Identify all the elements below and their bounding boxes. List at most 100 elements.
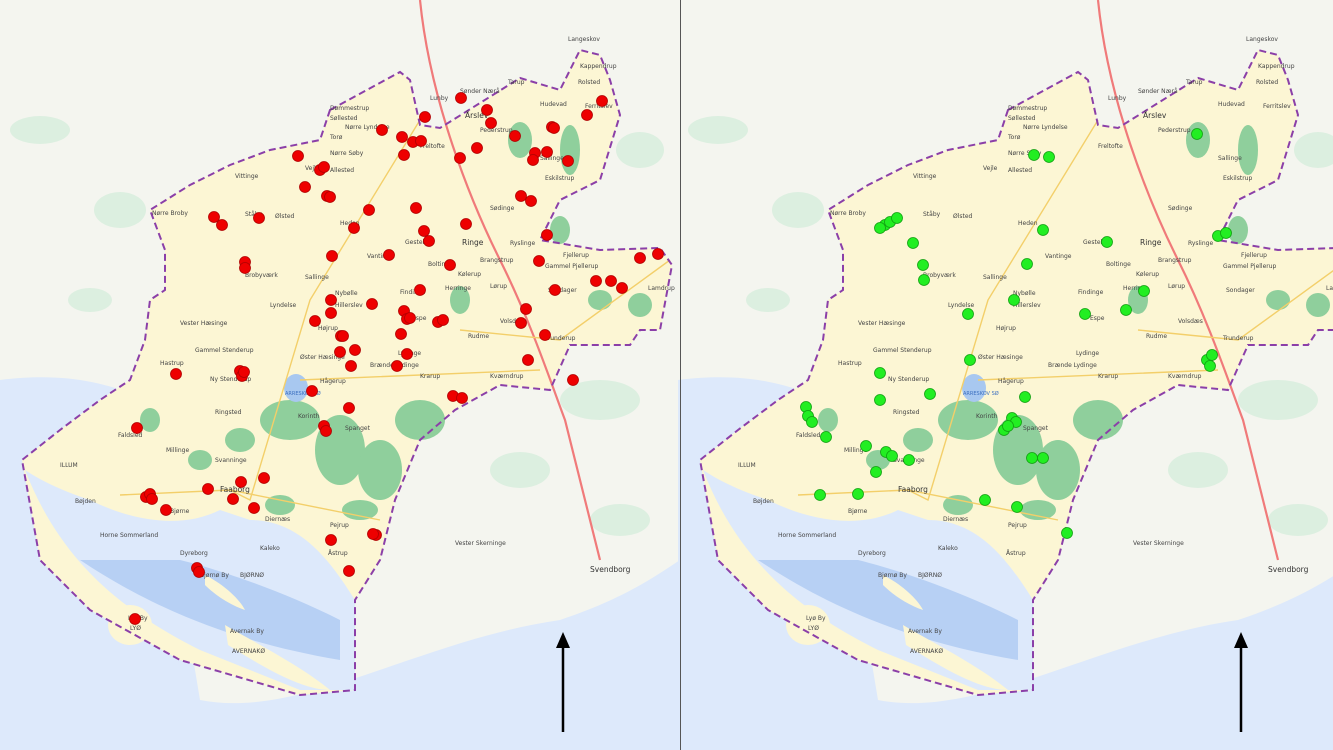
map-marker[interactable] — [860, 440, 872, 452]
map-marker[interactable] — [1206, 349, 1218, 361]
map-marker[interactable] — [581, 109, 593, 121]
map-marker[interactable] — [918, 274, 930, 286]
map-marker[interactable] — [376, 124, 388, 136]
map-marker[interactable] — [349, 344, 361, 356]
map-marker[interactable] — [455, 92, 467, 104]
map-marker[interactable] — [549, 284, 561, 296]
map-marker[interactable] — [814, 489, 826, 501]
map-marker[interactable] — [652, 248, 664, 260]
map-marker[interactable] — [605, 275, 617, 287]
map-marker[interactable] — [248, 502, 260, 514]
map-marker[interactable] — [208, 211, 220, 223]
map-marker[interactable] — [820, 431, 832, 443]
map-marker[interactable] — [1008, 294, 1020, 306]
map-marker[interactable] — [616, 282, 628, 294]
map-marker[interactable] — [320, 425, 332, 437]
map-marker[interactable] — [852, 488, 864, 500]
map-marker[interactable] — [590, 275, 602, 287]
map-marker[interactable] — [258, 472, 270, 484]
map-marker[interactable] — [1037, 224, 1049, 236]
map-marker[interactable] — [522, 354, 534, 366]
map-marker[interactable] — [520, 303, 532, 315]
map-marker[interactable] — [146, 493, 158, 505]
map-marker[interactable] — [874, 367, 886, 379]
map-marker[interactable] — [541, 146, 553, 158]
map-marker[interactable] — [131, 422, 143, 434]
map-marker[interactable] — [924, 388, 936, 400]
map-marker[interactable] — [541, 229, 553, 241]
map-marker[interactable] — [870, 466, 882, 478]
map-marker[interactable] — [366, 298, 378, 310]
map-marker[interactable] — [456, 392, 468, 404]
map-marker[interactable] — [129, 613, 141, 625]
map-marker[interactable] — [401, 348, 413, 360]
map-marker[interactable] — [414, 284, 426, 296]
map-marker[interactable] — [907, 237, 919, 249]
map-marker[interactable] — [1101, 236, 1113, 248]
map-marker[interactable] — [318, 161, 330, 173]
map-marker[interactable] — [1220, 227, 1232, 239]
map-marker[interactable] — [525, 195, 537, 207]
map-marker[interactable] — [227, 493, 239, 505]
map-marker[interactable] — [979, 494, 991, 506]
map-marker[interactable] — [460, 218, 472, 230]
map-marker[interactable] — [306, 385, 318, 397]
map-marker[interactable] — [423, 235, 435, 247]
map-marker[interactable] — [1191, 128, 1203, 140]
map-marker[interactable] — [345, 360, 357, 372]
map-marker[interactable] — [239, 262, 251, 274]
map-marker[interactable] — [515, 317, 527, 329]
map-marker[interactable] — [1204, 360, 1216, 372]
map-marker[interactable] — [917, 259, 929, 271]
map-marker[interactable] — [454, 152, 466, 164]
map-marker[interactable] — [567, 374, 579, 386]
map-marker[interactable] — [325, 307, 337, 319]
map-marker[interactable] — [874, 222, 886, 234]
map-marker[interactable] — [1138, 285, 1150, 297]
map-marker[interactable] — [562, 155, 574, 167]
map-marker[interactable] — [527, 154, 539, 166]
map-marker[interactable] — [1043, 151, 1055, 163]
map-marker[interactable] — [367, 528, 379, 540]
map-marker[interactable] — [299, 181, 311, 193]
map-marker[interactable] — [806, 416, 818, 428]
map-marker[interactable] — [964, 354, 976, 366]
map-marker[interactable] — [216, 219, 228, 231]
map-marker[interactable] — [404, 312, 416, 324]
map-marker[interactable] — [891, 212, 903, 224]
map-marker[interactable] — [309, 315, 321, 327]
map-marker[interactable] — [348, 222, 360, 234]
map-marker[interactable] — [396, 131, 408, 143]
map-marker[interactable] — [634, 252, 646, 264]
map-marker[interactable] — [1120, 304, 1132, 316]
map-marker[interactable] — [292, 150, 304, 162]
map-marker[interactable] — [1011, 501, 1023, 513]
map-marker[interactable] — [235, 476, 247, 488]
map-marker[interactable] — [485, 117, 497, 129]
map-marker[interactable] — [1079, 308, 1091, 320]
map-marker[interactable] — [1037, 452, 1049, 464]
map-marker[interactable] — [444, 259, 456, 271]
map-marker[interactable] — [170, 368, 182, 380]
map-marker[interactable] — [363, 204, 375, 216]
map-marker[interactable] — [383, 249, 395, 261]
map-marker[interactable] — [337, 330, 349, 342]
map-marker[interactable] — [1021, 258, 1033, 270]
map-marker[interactable] — [391, 360, 403, 372]
map-marker[interactable] — [886, 450, 898, 462]
map-marker[interactable] — [1026, 452, 1038, 464]
map-marker[interactable] — [515, 190, 527, 202]
map-marker[interactable] — [1019, 391, 1031, 403]
map-marker[interactable] — [398, 149, 410, 161]
map-marker[interactable] — [415, 135, 427, 147]
map-marker[interactable] — [596, 95, 608, 107]
map-marker[interactable] — [903, 454, 915, 466]
map-marker[interactable] — [325, 294, 337, 306]
map-marker[interactable] — [1002, 420, 1014, 432]
map-marker[interactable] — [343, 565, 355, 577]
map-marker[interactable] — [410, 202, 422, 214]
map-marker[interactable] — [874, 394, 886, 406]
